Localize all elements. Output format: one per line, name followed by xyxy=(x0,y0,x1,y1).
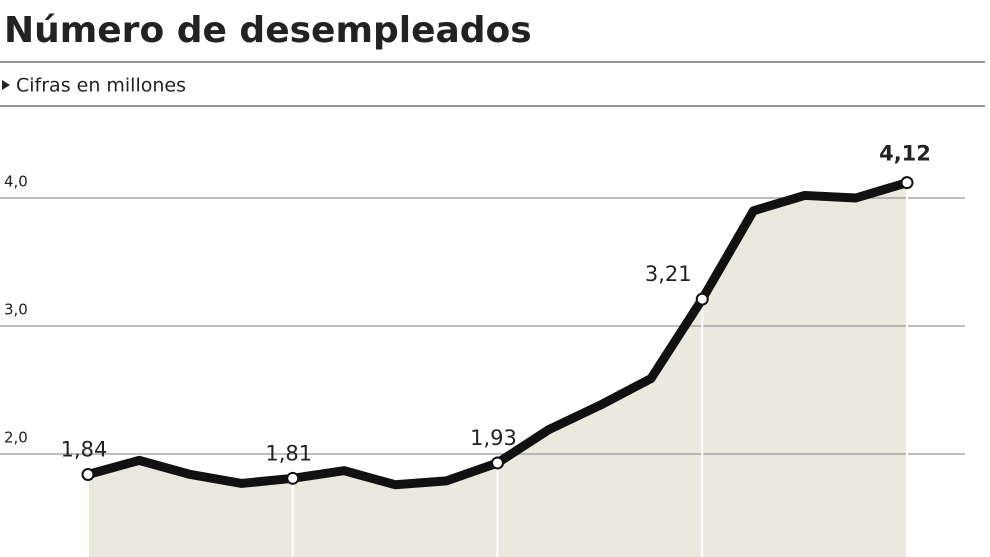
point-marker xyxy=(286,471,300,485)
value-label: 1,81 xyxy=(265,441,312,465)
point-marker xyxy=(81,467,95,481)
point-marker xyxy=(900,176,914,190)
value-label: 1,84 xyxy=(61,437,108,461)
point-marker xyxy=(491,456,504,470)
value-label: 4,12 xyxy=(879,142,931,166)
point-marker xyxy=(695,292,709,306)
subtitle-marker xyxy=(2,80,10,90)
y-tick-label: 3,0 xyxy=(4,301,28,319)
y-tick-label: 2,0 xyxy=(4,429,28,447)
value-label: 3,21 xyxy=(645,262,692,286)
chart-subtitle: Cifras en millones xyxy=(16,75,186,97)
y-tick-label: 4,0 xyxy=(4,173,28,191)
value-label: 1,93 xyxy=(470,426,517,450)
chart-title: Número de desempleados xyxy=(4,10,532,51)
